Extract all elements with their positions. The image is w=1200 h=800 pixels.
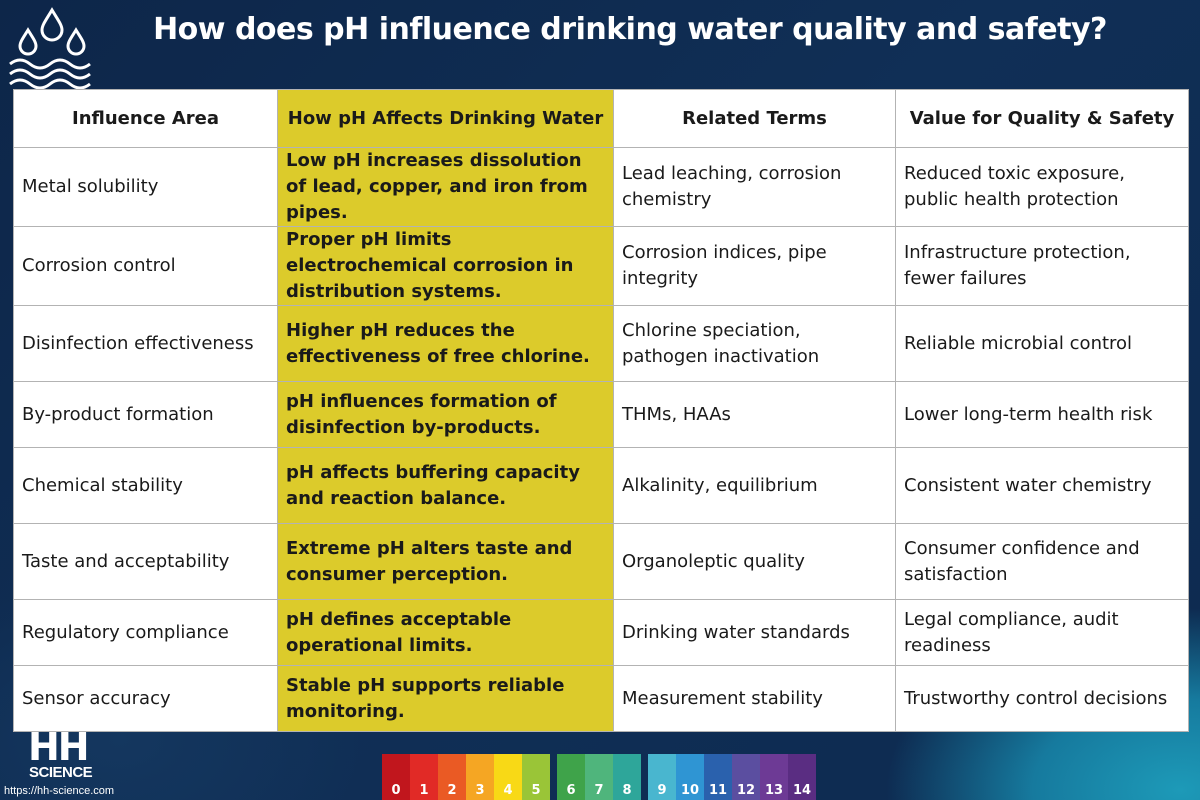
ph-swatch-8: 8 — [613, 754, 641, 800]
ph-swatch-0: 0 — [382, 754, 410, 800]
ph-swatch-label: 10 — [680, 783, 700, 798]
table-row: Taste and acceptability Extreme pH alter… — [13, 523, 1189, 600]
page-title: How does pH influence drinking water qua… — [153, 12, 1107, 47]
influence-table: Influence Area How pH Affects Drinking W… — [13, 89, 1189, 732]
ph-swatch-6: 6 — [557, 754, 585, 800]
ph-swatch-label: 2 — [447, 783, 457, 798]
table-row: Metal solubility Low pH increases dissol… — [13, 147, 1189, 227]
influence-area-cell: Disinfection effectiveness — [13, 305, 278, 382]
related-terms-cell: Lead leaching, corrosion chemistry — [613, 147, 896, 227]
column-header-related-terms: Related Terms — [613, 89, 896, 148]
ph-effect-cell: pH defines acceptable operational limits… — [277, 599, 614, 666]
ph-swatch-5: 5 — [522, 754, 550, 800]
ph-swatch-label: 1 — [419, 783, 429, 798]
ph-effect-cell: Stable pH supports reliable monitoring. — [277, 665, 614, 732]
related-terms-cell: Alkalinity, equilibrium — [613, 447, 896, 524]
ph-scale-bar: 0 1 2 3 4 5 6 7 8 9 10 11 12 13 14 — [382, 754, 816, 800]
ph-swatch-1: 1 — [410, 754, 438, 800]
ph-swatch-label: 13 — [764, 783, 784, 798]
influence-area-cell: Sensor accuracy — [13, 665, 278, 732]
related-terms-cell: Chlorine speciation, pathogen inactivati… — [613, 305, 896, 382]
influence-area-cell: By-product formation — [13, 381, 278, 448]
influence-area-cell: Metal solubility — [13, 147, 278, 227]
influence-area-cell: Taste and acceptability — [13, 523, 278, 600]
table-row: Disinfection effectiveness Higher pH red… — [13, 305, 1189, 382]
ph-swatch-label: 11 — [708, 783, 728, 798]
ph-effect-cell: pH influences formation of disinfection … — [277, 381, 614, 448]
value-cell: Infrastructure protection, fewer failure… — [895, 226, 1189, 306]
related-terms-cell: Corrosion indices, pipe integrity — [613, 226, 896, 306]
ph-swatch-label: 9 — [657, 783, 667, 798]
ph-swatch-9: 9 — [648, 754, 676, 800]
table-header-row: Influence Area How pH Affects Drinking W… — [13, 89, 1189, 148]
column-header-value: Value for Quality & Safety — [895, 89, 1189, 148]
ph-swatch-label: 7 — [594, 783, 604, 798]
value-cell: Reduced toxic exposure, public health pr… — [895, 147, 1189, 227]
table-row: Sensor accuracy Stable pH supports relia… — [13, 665, 1189, 732]
ph-effect-cell: Proper pH limits electrochemical corrosi… — [277, 226, 614, 306]
influence-area-cell: Chemical stability — [13, 447, 278, 524]
site-url: https://hh-science.com — [4, 785, 115, 797]
hh-logo: HH — [28, 725, 90, 769]
ph-swatch-3: 3 — [466, 754, 494, 800]
ph-swatch-7: 7 — [585, 754, 613, 800]
ph-swatch-label: 4 — [503, 783, 513, 798]
water-drops-icon — [9, 7, 91, 90]
ph-swatch-label: 6 — [566, 783, 576, 798]
table-row: By-product formation pH influences forma… — [13, 381, 1189, 448]
value-cell: Reliable microbial control — [895, 305, 1189, 382]
column-header-ph-effect: How pH Affects Drinking Water — [277, 89, 614, 148]
science-logo-text: SCIENCE — [29, 764, 93, 781]
value-cell: Consumer confidence and satisfaction — [895, 523, 1189, 600]
ph-swatch-14: 14 — [788, 754, 816, 800]
related-terms-cell: Drinking water standards — [613, 599, 896, 666]
value-cell: Trustworthy control decisions — [895, 665, 1189, 732]
ph-effect-cell: Low pH increases dissolution of lead, co… — [277, 147, 614, 227]
table-row: Regulatory compliance pH defines accepta… — [13, 599, 1189, 666]
ph-effect-cell: pH affects buffering capacity and reacti… — [277, 447, 614, 524]
ph-swatch-label: 8 — [622, 783, 632, 798]
ph-swatch-label: 5 — [531, 783, 541, 798]
influence-area-cell: Regulatory compliance — [13, 599, 278, 666]
table-row: Corrosion control Proper pH limits elect… — [13, 226, 1189, 306]
value-cell: Consistent water chemistry — [895, 447, 1189, 524]
ph-swatch-13: 13 — [760, 754, 788, 800]
influence-area-cell: Corrosion control — [13, 226, 278, 306]
ph-effect-cell: Extreme pH alters taste and consumer per… — [277, 523, 614, 600]
ph-swatch-4: 4 — [494, 754, 522, 800]
ph-swatch-2: 2 — [438, 754, 466, 800]
ph-swatch-12: 12 — [732, 754, 760, 800]
ph-swatch-10: 10 — [676, 754, 704, 800]
related-terms-cell: Measurement stability — [613, 665, 896, 732]
ph-swatch-label: 3 — [475, 783, 485, 798]
value-cell: Legal compliance, audit readiness — [895, 599, 1189, 666]
ph-swatch-11: 11 — [704, 754, 732, 800]
value-cell: Lower long-term health risk — [895, 381, 1189, 448]
ph-swatch-label: 14 — [792, 783, 812, 798]
related-terms-cell: Organoleptic quality — [613, 523, 896, 600]
ph-swatch-label: 12 — [736, 783, 756, 798]
ph-effect-cell: Higher pH reduces the effectiveness of f… — [277, 305, 614, 382]
ph-swatch-label: 0 — [391, 783, 401, 798]
related-terms-cell: THMs, HAAs — [613, 381, 896, 448]
column-header-influence-area: Influence Area — [13, 89, 278, 148]
table-row: Chemical stability pH affects buffering … — [13, 447, 1189, 524]
